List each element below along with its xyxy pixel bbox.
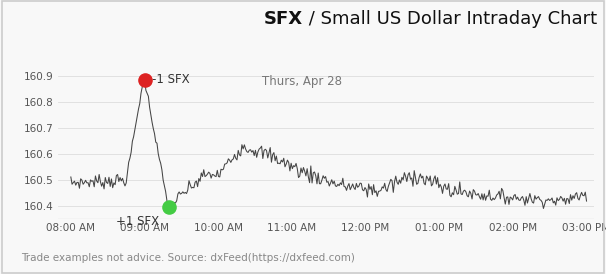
Point <box>164 205 174 210</box>
Text: / Small US Dollar Intraday Chart: / Small US Dollar Intraday Chart <box>303 10 597 28</box>
Text: Thurs, Apr 28: Thurs, Apr 28 <box>262 75 342 88</box>
Text: +1 SFX: +1 SFX <box>116 215 159 228</box>
Text: SFX: SFX <box>264 10 303 28</box>
Point <box>140 78 150 82</box>
Text: -1 SFX: -1 SFX <box>152 73 190 86</box>
Text: Trade examples not advice. Source: dxFeed(https://dxfeed.com): Trade examples not advice. Source: dxFee… <box>21 253 355 263</box>
